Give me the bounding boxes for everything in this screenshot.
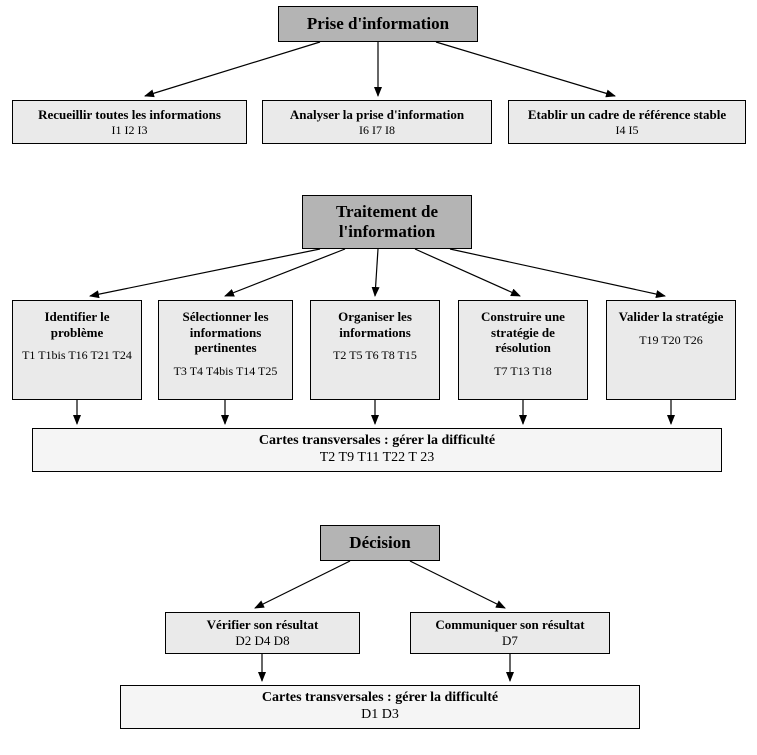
s2c1-codes: T3 T4 T4bis T14 T25 <box>174 364 278 378</box>
s3c1-codes: D7 <box>502 633 518 649</box>
s1-child-2: Etablir un cadre de référence stable I4 … <box>508 100 746 144</box>
s2-child-0: Identifier le problème T1 T1bis T16 T21 … <box>12 300 142 400</box>
section2-title: Traitement de l'information <box>302 195 472 249</box>
section2-title-text: Traitement de l'information <box>309 202 465 243</box>
s3tr-codes: D1 D3 <box>361 707 399 724</box>
s2c3-codes: T7 T13 T18 <box>494 364 552 378</box>
s3c0-label: Vérifier son résultat <box>207 617 319 633</box>
s2c2-codes: T2 T5 T6 T8 T15 <box>333 348 417 362</box>
s2c4-codes: T19 T20 T26 <box>639 333 703 347</box>
section3-transversal: Cartes transversales : gérer la difficul… <box>120 685 640 729</box>
s2c0-codes: T1 T1bis T16 T21 T24 <box>22 348 132 362</box>
s2c0-label: Identifier le problème <box>19 309 135 340</box>
s1c2-codes: I4 I5 <box>616 123 639 137</box>
s1c0-codes: I1 I2 I3 <box>112 123 148 137</box>
s3c1-label: Communiquer son résultat <box>435 617 584 633</box>
s2-child-2: Organiser les informations T2 T5 T6 T8 T… <box>310 300 440 400</box>
s3-child-0: Vérifier son résultat D2 D4 D8 <box>165 612 360 654</box>
s1-child-0: Recueillir toutes les informations I1 I2… <box>12 100 247 144</box>
s2c3-label: Construire une stratégie de résolution <box>465 309 581 356</box>
s1c2-label: Etablir un cadre de référence stable <box>528 107 726 123</box>
section2-transversal: Cartes transversales : gérer la difficul… <box>32 428 722 472</box>
s3-child-1: Communiquer son résultat D7 <box>410 612 610 654</box>
s1c0-label: Recueillir toutes les informations <box>38 107 221 123</box>
s1c1-codes: I6 I7 I8 <box>359 123 395 137</box>
s2tr-codes: T2 T9 T11 T22 T 23 <box>320 450 434 467</box>
section1-title-text: Prise d'information <box>307 14 449 34</box>
s2c2-label: Organiser les informations <box>317 309 433 340</box>
s2tr-label: Cartes transversales : gérer la difficul… <box>259 433 495 450</box>
section1-title: Prise d'information <box>278 6 478 42</box>
s2-child-4: Valider la stratégie T19 T20 T26 <box>606 300 736 400</box>
s2c1-label: Sélectionner les informations pertinente… <box>165 309 286 356</box>
section3-title-text: Décision <box>349 533 410 553</box>
s2-child-1: Sélectionner les informations pertinente… <box>158 300 293 400</box>
s3c0-codes: D2 D4 D8 <box>235 633 289 649</box>
s2-child-3: Construire une stratégie de résolution T… <box>458 300 588 400</box>
diagram-container: Prise d'information Recueillir toutes le… <box>0 0 757 755</box>
s2c4-label: Valider la stratégie <box>619 309 724 325</box>
s1c1-label: Analyser la prise d'information <box>290 107 464 123</box>
s1-child-1: Analyser la prise d'information I6 I7 I8 <box>262 100 492 144</box>
s3tr-label: Cartes transversales : gérer la difficul… <box>262 690 498 707</box>
section3-title: Décision <box>320 525 440 561</box>
